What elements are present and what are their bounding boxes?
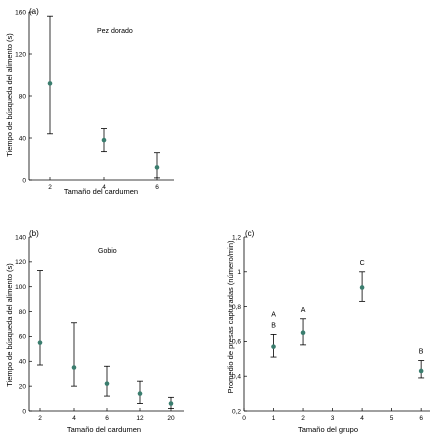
panel-c-point-label: A — [271, 311, 276, 318]
panel-b-y-tick-label: 100 — [15, 284, 26, 291]
panel-a-y-tick-label: 40 — [19, 135, 27, 142]
panel-c-y-tick-label: 0,4 — [232, 374, 241, 381]
panel-a-y-tick-label: 120 — [15, 51, 26, 58]
panel-b-y-tick-label: 20 — [19, 383, 27, 390]
panel-a-y-tick-label: 80 — [19, 93, 27, 100]
panel-b-x-tick-label: 6 — [105, 415, 109, 422]
panel-b-xlabel: Tamaño del cardumen — [67, 425, 141, 434]
panel-b-y-tick-label: 120 — [15, 259, 26, 266]
panel-b: (b) Gobio Tamaño del cardumen Tiempo de … — [5, 229, 184, 434]
panel-c-y-tick-label: 1 — [237, 269, 241, 276]
panel-a-xlabel: Tamaño del cardumen — [64, 187, 138, 196]
panel-b-y-tick-label: 0 — [22, 408, 26, 415]
panel-a-plot: 0 40 80 120 160 2 4 6 — [15, 9, 174, 191]
panel-c-x-tick-label: 1 — [272, 415, 276, 422]
panel-a-y-tick-label: 160 — [15, 9, 26, 16]
panel-c-y-tick-label: 0,6 — [232, 339, 241, 346]
panel-c-x-tick-label: 3 — [331, 415, 335, 422]
panel-b-x-tick-label: 4 — [72, 415, 76, 422]
panel-c-point-label: A — [301, 307, 306, 314]
panel-a-data-point — [47, 81, 53, 86]
panel-c-data-point — [300, 330, 306, 336]
panel-b-letter: (b) — [29, 229, 39, 238]
panel-a-data-point — [101, 137, 107, 143]
panel-a-x-tick-label: 4 — [102, 184, 106, 191]
panel-c-xlabel: Tamaño del grupo — [298, 425, 358, 434]
panel-c-point-label: B — [271, 322, 276, 329]
panel-c-x-tick-label: 2 — [301, 415, 305, 422]
panel-a-x-tick-label: 2 — [48, 184, 52, 191]
panel-c-data-point — [271, 344, 276, 349]
panel-b-data-point — [71, 365, 77, 370]
panel-b-x-tick-label: 20 — [167, 415, 175, 422]
panel-c-y-tick-label: 1,2 — [232, 234, 241, 241]
panel-c-y-tick-label: 0,8 — [232, 304, 241, 311]
panel-b-y-tick-label: 80 — [19, 309, 27, 316]
panel-b-plot: 0 20 40 60 80 100 120 140 2 4 6 12 20 — [15, 234, 184, 422]
panel-c: (c) Tamaño del grupo Promedio de presas … — [226, 229, 430, 434]
panel-c-data-point — [359, 285, 365, 290]
panel-c-point-label: C — [360, 260, 365, 267]
panel-b-y-tick-label: 40 — [19, 359, 27, 366]
panel-c-ylabel: Promedio de presas capturadas (número/mi… — [226, 240, 235, 393]
panel-a-letter: (a) — [29, 7, 39, 16]
panel-b-y-tick-label: 140 — [15, 234, 26, 241]
panel-c-point-label: B — [419, 349, 424, 356]
panel-c-y-tick-label: 0,2 — [232, 408, 241, 415]
panel-a-y-tick-label: 0 — [22, 177, 26, 184]
panel-b-data-point — [168, 401, 174, 406]
panel-b-annotation: Gobio — [98, 248, 117, 255]
panel-b-y-tick-label: 60 — [19, 334, 27, 341]
panel-b-data-point — [37, 340, 43, 345]
panel-b-ylabel: Tiempo de búsqueda del alimento (s) — [5, 263, 14, 387]
panel-a: (a) Pez dorado Tamaño del cardumen Tiemp… — [5, 7, 174, 196]
panel-c-data-point — [418, 368, 424, 374]
panel-a-ylabel: Tiempo de búsqueda del alimento (s) — [5, 33, 14, 157]
panel-c-x-tick-label: 5 — [390, 415, 394, 422]
panel-b-data-point — [104, 381, 110, 386]
panel-c-x-tick-label: 6 — [419, 415, 423, 422]
panel-a-data-point — [154, 165, 160, 170]
panel-b-x-tick-label: 12 — [136, 415, 144, 422]
panel-a-x-tick-label: 6 — [155, 184, 159, 191]
panel-b-data-point — [137, 391, 143, 396]
panel-a-annotation: Pez dorado — [97, 28, 133, 35]
panel-c-letter: (c) — [245, 229, 255, 238]
panel-c-x-tick-label: 4 — [360, 415, 364, 422]
panel-c-x-tick-label: 0 — [242, 415, 246, 422]
panel-b-x-tick-label: 2 — [38, 415, 42, 422]
